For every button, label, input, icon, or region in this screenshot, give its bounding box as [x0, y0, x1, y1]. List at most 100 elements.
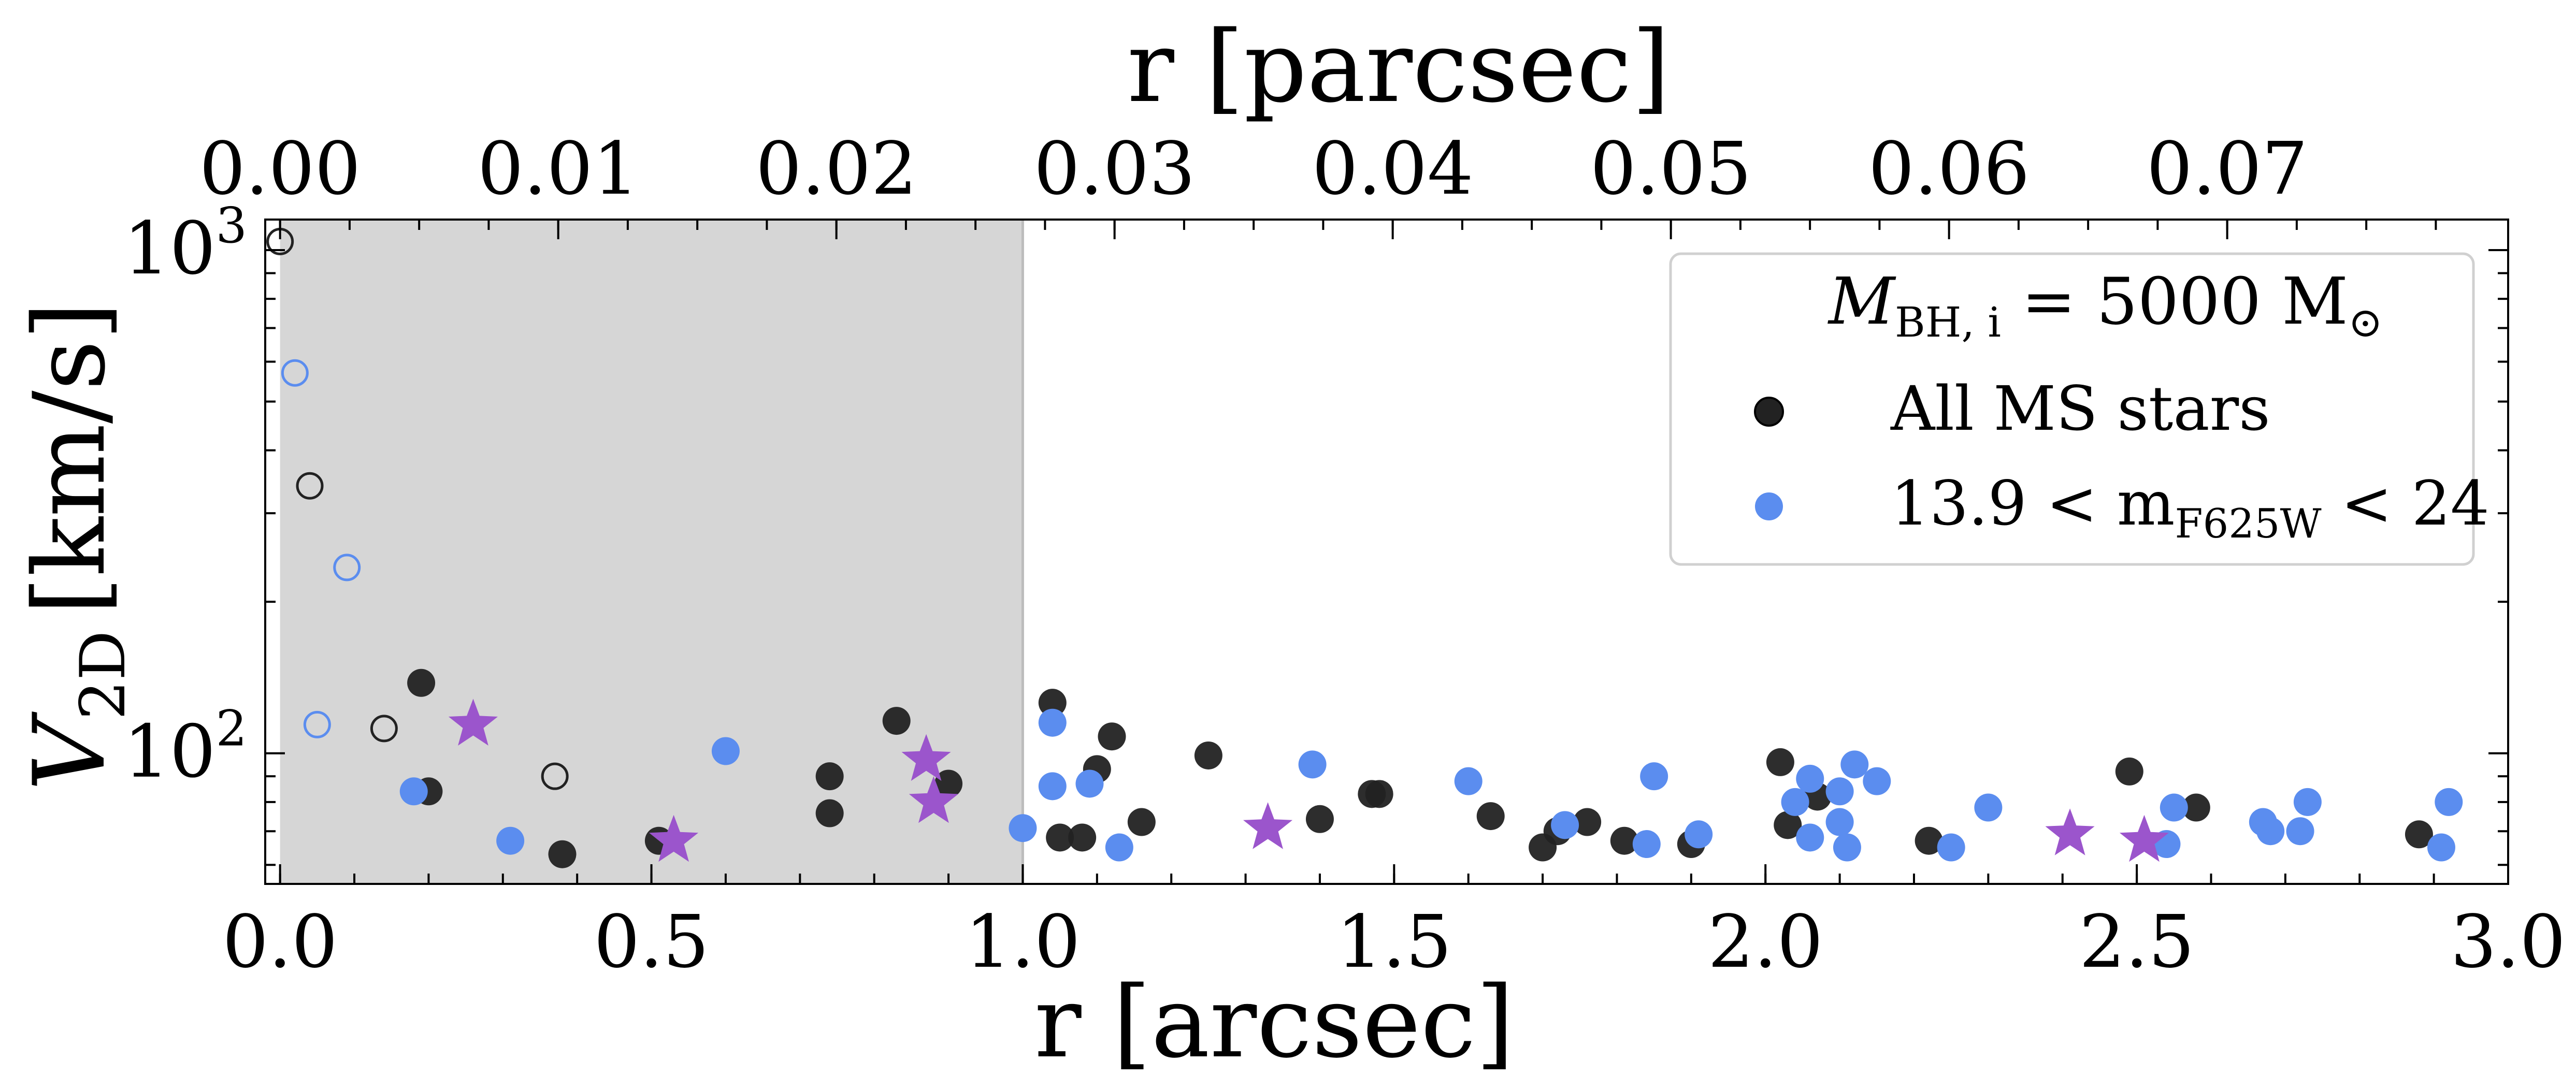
- legend-title-sub: BH, i: [1895, 298, 2001, 346]
- y-axis-label-sub: 2D: [67, 631, 139, 720]
- data-point: [1194, 741, 1222, 769]
- data-point: [1781, 788, 1809, 816]
- data-point: [1551, 811, 1579, 839]
- data-point: [1840, 750, 1869, 779]
- axis-ticks: [265, 220, 2509, 884]
- data-point: [2427, 833, 2455, 862]
- data-point-open: [296, 472, 324, 500]
- x-tick-label: 0.0: [222, 900, 338, 984]
- data-point: [1774, 811, 1802, 839]
- data-point: [548, 840, 577, 868]
- data-point: [2115, 757, 2143, 786]
- data-point: [1075, 769, 1104, 798]
- data-point: [815, 799, 844, 827]
- legend-label-mag-cut-sub: F625W: [2175, 501, 2322, 547]
- data-point: [1825, 777, 1854, 806]
- x-tick-label: 2.5: [2079, 900, 2195, 984]
- legend-label-all-ms: All MS stars: [1890, 373, 2270, 444]
- data-point: [1825, 808, 1854, 836]
- x-tick-label: 0.5: [594, 900, 709, 984]
- data-points: [266, 220, 2463, 884]
- data-point-open: [303, 710, 331, 738]
- x-tick-label: 2.0: [1708, 900, 1823, 984]
- data-point: [1365, 780, 1393, 808]
- data-point: [2286, 817, 2314, 846]
- data-point: [1068, 823, 1097, 852]
- legend-label-mag-cut-rest: < 24: [2322, 468, 2489, 539]
- legend-label-mag-cut: 13.9 < mF625W < 24: [1891, 468, 2489, 547]
- data-point: [1038, 772, 1067, 801]
- top-tick-label: 0.03: [1034, 127, 1196, 211]
- data-point: [1685, 820, 1713, 849]
- y-axis-label-unit: [km/s]: [12, 302, 127, 615]
- legend-title-main: M: [1827, 264, 1896, 339]
- data-point: [934, 769, 963, 798]
- data-point: [2293, 788, 2322, 816]
- data-point: [1046, 823, 1074, 852]
- y-axis-label-main: V: [12, 711, 127, 791]
- data-point-open: [541, 762, 569, 790]
- data-point: [2405, 820, 2433, 849]
- data-point: [1009, 814, 1037, 842]
- y-axis-label: V2D [km/s]: [12, 302, 139, 791]
- data-point-star: [901, 734, 951, 781]
- data-point-star: [2119, 815, 2169, 862]
- legend: MBH, i = 5000 M⊙ All MS stars 13.9 < mF6…: [1669, 252, 2489, 566]
- data-point: [2182, 793, 2210, 822]
- data-point: [399, 777, 428, 806]
- y-tick-exponent: 2: [216, 701, 247, 758]
- data-point: [1105, 833, 1133, 862]
- data-point: [407, 668, 436, 697]
- legend-label-mag-cut-main: 13.9 < m: [1891, 468, 2175, 539]
- top-tick-label: 0.07: [2147, 127, 2308, 211]
- legend-marker-all-ms: [1754, 397, 1784, 427]
- data-point: [1127, 808, 1156, 836]
- top-tick-label: 0.04: [1312, 127, 1474, 211]
- top-tick-label: 0.00: [199, 127, 361, 211]
- x-tick-label: 1.5: [1336, 900, 1452, 984]
- data-point: [815, 762, 844, 791]
- legend-box: [1669, 252, 2475, 566]
- data-point: [1476, 802, 1505, 831]
- data-point-star: [649, 815, 699, 862]
- legend-title-sun: ⊙: [2348, 298, 2383, 346]
- data-point: [1298, 750, 1327, 779]
- data-point: [1573, 808, 1602, 836]
- data-point-star: [448, 699, 498, 746]
- data-point: [1038, 708, 1067, 737]
- data-point: [1833, 833, 1861, 862]
- data-point: [1454, 767, 1483, 795]
- data-point: [2160, 793, 2188, 822]
- data-point: [882, 707, 911, 735]
- plot-frame: [264, 219, 2509, 885]
- legend-title-rest: = 5000 M: [2001, 264, 2348, 339]
- top-tick-label: 0.02: [756, 127, 917, 211]
- data-point: [1038, 689, 1067, 717]
- data-point: [1974, 793, 2003, 822]
- data-point: [1305, 805, 1334, 833]
- x-tick-label: 3.0: [2451, 900, 2566, 984]
- data-point: [496, 826, 525, 855]
- axis-tick-labels: 0.0 0.5 1.0 1.5 2.0 2.5 3.0 0.00 0.01 0.02 0.03 0.0…: [123, 127, 2566, 984]
- data-point-open: [370, 715, 398, 743]
- legend-marker-mag-cut: [1755, 492, 1783, 520]
- y-tick-exponent: 3: [216, 197, 247, 254]
- data-point: [1863, 767, 1891, 795]
- x-tick-label: 1.0: [965, 900, 1081, 984]
- data-point: [2435, 788, 2463, 816]
- y-tick-label: 103: [123, 197, 247, 291]
- y-tick-label: 102: [123, 701, 247, 794]
- top-tick-label: 0.01: [478, 127, 639, 211]
- data-point-open: [333, 554, 361, 582]
- data-point-star: [909, 776, 958, 823]
- data-point: [1915, 826, 1943, 855]
- data-point: [1766, 748, 1794, 776]
- shaded-region: [280, 220, 1023, 884]
- data-point: [1610, 826, 1638, 855]
- data-point: [1640, 762, 1668, 791]
- data-point: [1796, 764, 1824, 793]
- legend-title: MBH, i = 5000 M⊙: [1827, 264, 2383, 346]
- data-point-star: [1243, 802, 1293, 849]
- data-point: [1632, 830, 1661, 859]
